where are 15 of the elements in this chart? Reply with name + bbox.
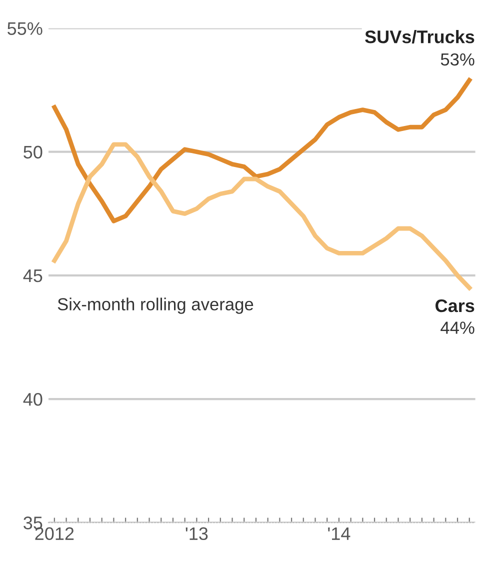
x-tick-label: '13 [186, 527, 208, 540]
y-tick-label: 50 [24, 146, 42, 159]
line-series [52, 78, 472, 224]
x-tick-label: 2012 [35, 527, 74, 540]
text: SUVs/Trucks [365, 30, 474, 44]
x-tick-label: '14 [328, 527, 350, 540]
y-tick-label: 55% [8, 22, 42, 35]
y-tick-label: 45 [23, 270, 42, 282]
y-tick-label: 40 [23, 392, 42, 406]
data-label: 53% [440, 53, 474, 66]
line-series [52, 142, 472, 290]
series-label: Cars [436, 299, 474, 312]
data-label: 44% [440, 322, 474, 334]
annotation: Six-month rolling average [58, 298, 254, 314]
y-tick-label: 35 [24, 516, 42, 530]
